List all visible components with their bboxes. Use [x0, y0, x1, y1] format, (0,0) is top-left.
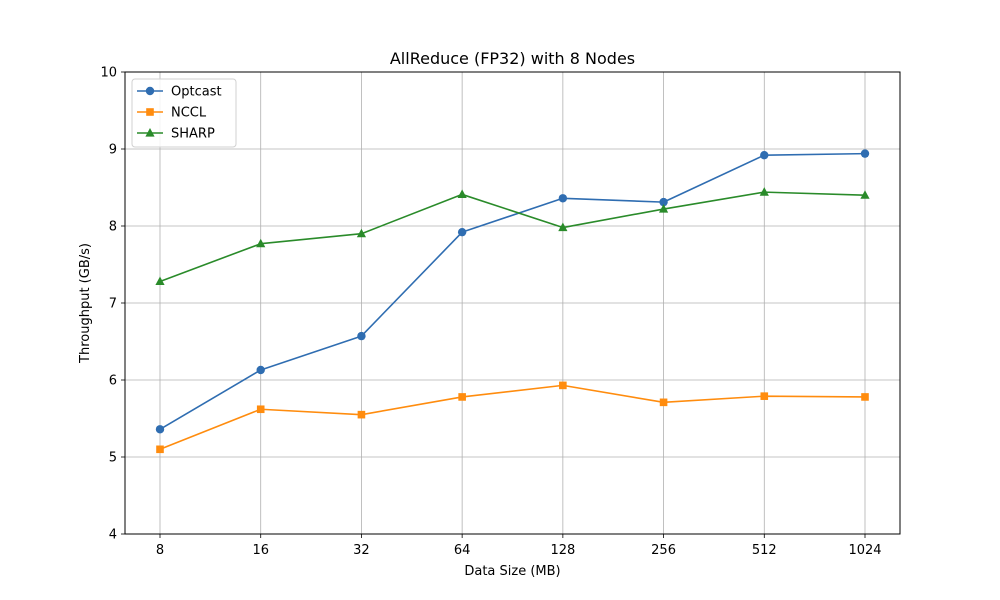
y-tick-label: 5	[109, 451, 117, 466]
data-point-nccl	[256, 405, 265, 414]
y-axis-label: Throughput (GB/s)	[78, 243, 93, 364]
series-optcast	[155, 149, 870, 434]
y-tick-label: 6	[109, 374, 117, 389]
data-point-sharp	[356, 228, 367, 238]
data-point-sharp	[759, 187, 769, 196]
series-nccl	[156, 381, 869, 454]
y-tick-label: 9	[109, 143, 117, 158]
data-point-optcast	[457, 227, 467, 237]
series-sharp	[155, 187, 870, 286]
y-tick-label: 10	[100, 66, 117, 81]
legend-marker-optcast	[145, 86, 155, 96]
data-point-nccl	[156, 445, 164, 454]
data-point-sharp	[155, 276, 165, 286]
chart-title: AllReduce (FP32) with 8 Nodes	[390, 49, 635, 68]
x-tick-label: 256	[651, 543, 676, 558]
series-line-sharp	[159, 191, 866, 283]
x-tick-label: 1024	[848, 543, 881, 558]
y-tick-label: 8	[109, 220, 117, 235]
data-point-sharp	[558, 222, 568, 232]
data-point-nccl	[559, 381, 567, 390]
legend-item-sharp: SHARP	[137, 127, 215, 142]
legend-label-nccl: NCCL	[171, 106, 207, 121]
x-tick-label: 32	[353, 543, 370, 558]
series-line-nccl	[159, 384, 866, 451]
x-axis-label: Data Size (MB)	[464, 564, 560, 579]
x-tick-label: 128	[550, 543, 575, 558]
x-tick-label: 8	[156, 543, 164, 558]
data-point-optcast	[860, 149, 870, 158]
y-tick-label: 4	[109, 528, 117, 543]
data-point-sharp	[860, 190, 870, 199]
series-line-optcast	[159, 152, 866, 430]
data-point-nccl	[760, 392, 769, 400]
legend-item-nccl: NCCL	[137, 106, 207, 121]
data-point-sharp	[457, 189, 467, 199]
legend-marker-sharp	[145, 128, 155, 137]
legend-item-optcast: Optcast	[137, 85, 222, 100]
data-point-optcast	[558, 194, 568, 203]
data-point-nccl	[357, 410, 366, 419]
legend-marker-nccl	[146, 108, 154, 116]
data-point-sharp	[256, 238, 266, 248]
legend-label-sharp: SHARP	[171, 127, 215, 142]
legend: Optcast NCCL SHARP	[131, 78, 237, 148]
data-point-optcast	[760, 150, 769, 160]
data-point-optcast	[357, 331, 366, 341]
data-point-optcast	[659, 197, 668, 207]
legend-label-optcast: Optcast	[171, 85, 222, 100]
data-point-nccl	[659, 398, 668, 407]
legend-box	[131, 78, 237, 148]
x-tick-label: 512	[752, 543, 777, 558]
series-group	[155, 149, 870, 454]
data-point-nccl	[458, 393, 466, 401]
data-point-optcast	[155, 425, 165, 434]
data-point-nccl	[861, 393, 869, 401]
data-point-optcast	[256, 365, 265, 375]
x-tick-label: 16	[252, 543, 269, 558]
data-point-sharp	[658, 204, 669, 213]
x-tick-label: 64	[454, 543, 471, 558]
y-tick-label: 7	[109, 297, 117, 312]
axis-ticks: 8 16 32 64 128 256 512 1024 4 5 6 7 8 9 10	[100, 66, 881, 559]
